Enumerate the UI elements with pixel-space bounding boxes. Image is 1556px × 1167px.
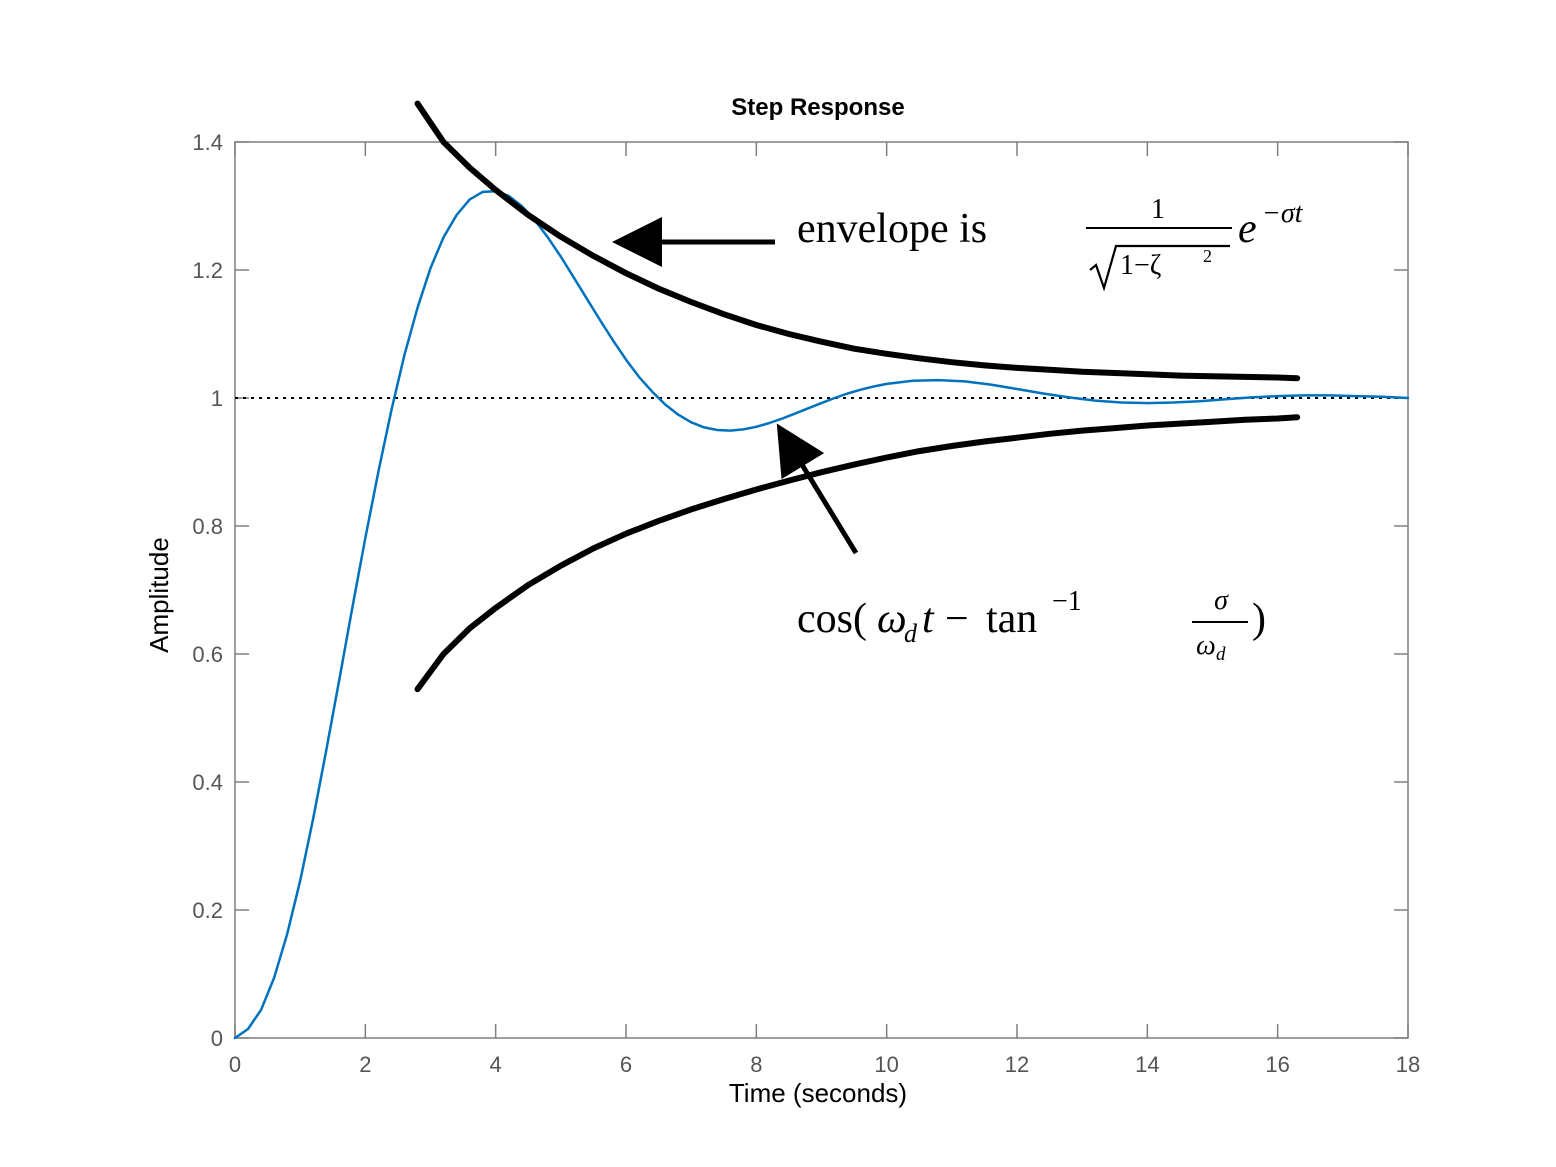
chart-title: Step Response bbox=[731, 94, 904, 121]
x-tick-label: 4 bbox=[490, 1052, 502, 1077]
y-tick-label: 0.8 bbox=[192, 514, 223, 539]
y-tick-label: 0.2 bbox=[192, 898, 223, 923]
svg-text:cos(: cos( bbox=[797, 596, 867, 642]
svg-text:σ: σ bbox=[1214, 585, 1229, 616]
svg-text:tan: tan bbox=[986, 596, 1037, 642]
svg-text:envelope is: envelope is bbox=[797, 206, 987, 252]
svg-text:ω: ω bbox=[877, 596, 907, 642]
lower-envelope-line bbox=[414, 414, 1301, 693]
x-tick-label: 18 bbox=[1396, 1052, 1420, 1077]
y-tick-label: 0.4 bbox=[192, 770, 223, 795]
svg-text:ω: ω bbox=[1196, 630, 1216, 661]
y-tick-label: 1.2 bbox=[192, 258, 223, 283]
svg-text:d: d bbox=[1216, 644, 1226, 665]
x-tick-label: 8 bbox=[750, 1052, 762, 1077]
x-tick-label: 10 bbox=[874, 1052, 898, 1077]
x-tick-label: 14 bbox=[1135, 1052, 1159, 1077]
envelope-annotation: envelope is 1 1−ζ 2 e −σt bbox=[797, 194, 1304, 292]
axis-ticks bbox=[234, 141, 1409, 1039]
svg-text:−: − bbox=[945, 596, 969, 642]
svg-text:−σt: −σt bbox=[1262, 198, 1304, 229]
svg-text:2: 2 bbox=[1203, 246, 1212, 266]
svg-text:e: e bbox=[1238, 206, 1257, 252]
plot-area bbox=[234, 141, 1409, 1039]
y-axis-label: Amplitude bbox=[144, 537, 174, 653]
svg-text:−1: −1 bbox=[1052, 586, 1082, 617]
svg-text:t: t bbox=[922, 596, 935, 642]
y-tick-label: 1 bbox=[211, 386, 223, 411]
x-axis-label: Time (seconds) bbox=[729, 1078, 907, 1108]
cosine-arrow bbox=[776, 423, 859, 555]
step-response-line bbox=[233, 190, 1410, 1040]
x-tick-label: 16 bbox=[1265, 1052, 1289, 1077]
svg-text:1−ζ: 1−ζ bbox=[1120, 250, 1161, 281]
svg-text:d: d bbox=[904, 619, 918, 648]
series-layer bbox=[233, 100, 1410, 1040]
svg-text:): ) bbox=[1252, 596, 1266, 642]
x-tick-label: 0 bbox=[229, 1052, 241, 1077]
y-tick-label: 1.4 bbox=[192, 130, 223, 155]
x-tick-label: 2 bbox=[359, 1052, 371, 1077]
x-tick-label: 12 bbox=[1005, 1052, 1029, 1077]
x-tick-label: 6 bbox=[620, 1052, 632, 1077]
y-tick-label: 0.6 bbox=[192, 642, 223, 667]
svg-text:1: 1 bbox=[1151, 194, 1165, 225]
upper-envelope-line bbox=[414, 100, 1301, 382]
y-tick-label: 0 bbox=[211, 1026, 223, 1051]
cosine-annotation: cos( ω d t − tan −1 σ ω d ) bbox=[797, 585, 1266, 665]
